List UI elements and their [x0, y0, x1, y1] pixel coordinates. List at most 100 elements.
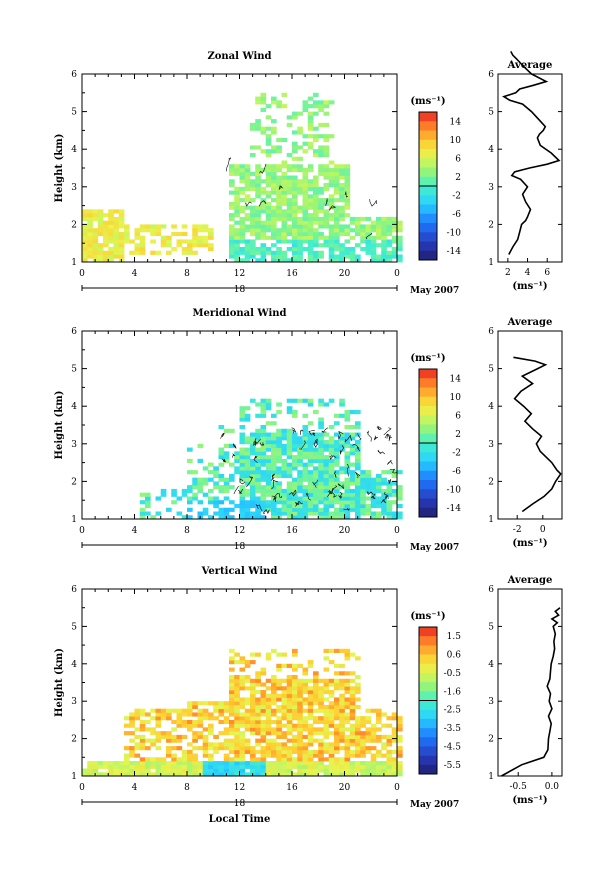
- heatmap-cell: [397, 772, 403, 777]
- heatmap-cell: [213, 466, 219, 471]
- heatmap-cell: [355, 746, 361, 751]
- heatmap-cell: [239, 675, 246, 680]
- heatmap-cell: [344, 742, 351, 747]
- heatmap-cell: [292, 675, 298, 680]
- heatmap-cell: [244, 488, 251, 494]
- heatmap-cell: [124, 772, 130, 777]
- heatmap-cell: [381, 734, 387, 739]
- heatmap-cell: [192, 231, 198, 237]
- heatmap-cell: [281, 473, 288, 479]
- heatmap-cell: [103, 254, 109, 259]
- heatmap-cell: [271, 675, 277, 680]
- heatmap-cell: [349, 693, 356, 698]
- heatmap-cell: [307, 764, 314, 769]
- heatmap-cell: [292, 141, 298, 146]
- heatmap-cell: [328, 436, 335, 441]
- heatmap-cell: [229, 742, 235, 747]
- heatmap-cell: [113, 224, 120, 229]
- heatmap-cell: [334, 413, 340, 418]
- heatmap-cell: [349, 671, 356, 676]
- heatmap-cell: [276, 704, 282, 710]
- heatmap-cell: [302, 413, 309, 418]
- heatmap-cell: [386, 515, 393, 520]
- heatmap-cell: [323, 500, 330, 505]
- heatmap-cell: [250, 708, 256, 713]
- heatmap-cell: [260, 428, 267, 433]
- heatmap-cell: [129, 239, 135, 244]
- heatmap-cell: [265, 708, 272, 713]
- heatmap-cell: [202, 224, 209, 229]
- heatmap-cell: [334, 186, 340, 191]
- heatmap-cell: [386, 250, 393, 255]
- heatmap-cell: [276, 409, 282, 415]
- heatmap-cell: [344, 168, 351, 173]
- heatmap-cell: [229, 712, 235, 717]
- heatmap-cell: [281, 447, 288, 452]
- heatmap-cell: [271, 224, 277, 229]
- heatmap-cell: [328, 398, 335, 403]
- heatmap-cell: [391, 224, 398, 229]
- heatmap-cell: [286, 503, 293, 509]
- heatmap-cell: [92, 764, 99, 769]
- heatmap-cell: [97, 764, 104, 769]
- heatmap-cell: [307, 492, 314, 497]
- heatmap-cell: [307, 115, 314, 120]
- heatmap-cell: [145, 496, 151, 501]
- heatmap-cell: [334, 742, 340, 747]
- y-axis-label: Height (km): [54, 134, 65, 203]
- heatmap-cell: [313, 455, 319, 460]
- heatmap-cell: [260, 723, 267, 728]
- heatmap-cell: [286, 761, 293, 766]
- heatmap-cell: [281, 194, 288, 199]
- heatmap-cell: [239, 198, 246, 203]
- heatmap-cell: [250, 246, 256, 252]
- heatmap-cell: [334, 455, 340, 460]
- heatmap-cell: [323, 149, 330, 154]
- heatmap-cell: [250, 477, 256, 482]
- heatmap-cell: [118, 254, 125, 259]
- heatmap-cell: [355, 224, 361, 229]
- heatmap-cell: [381, 764, 387, 769]
- heatmap-cell: [150, 764, 156, 769]
- heatmap-cell: [229, 224, 235, 229]
- heatmap-cell: [208, 500, 214, 505]
- heatmap-cell: [234, 772, 240, 777]
- heatmap-cell: [155, 761, 162, 766]
- heatmap-cell: [397, 224, 403, 229]
- heatmap-cell: [265, 738, 272, 743]
- heatmap-cell: [297, 250, 303, 255]
- heatmap-cell: [276, 753, 282, 758]
- heatmap-cell: [365, 746, 372, 751]
- heatmap-cell: [229, 228, 235, 233]
- heatmap-cell: [124, 746, 130, 751]
- heatmap-cell: [234, 198, 240, 203]
- heatmap-cell: [124, 731, 130, 736]
- heatmap-cell: [223, 477, 230, 482]
- heatmap-cell: [365, 738, 372, 743]
- heatmap-cell: [265, 228, 272, 233]
- heatmap-cell: [328, 194, 335, 199]
- heatmap-cell: [339, 671, 345, 676]
- heatmap-cell: [281, 239, 288, 244]
- heatmap-cell: [244, 675, 251, 680]
- heatmap-cell: [292, 716, 298, 721]
- heatmap-cell: [391, 235, 398, 240]
- heatmap-cell: [276, 488, 282, 494]
- heatmap-cell: [160, 224, 167, 229]
- heatmap-cell: [197, 701, 204, 706]
- heatmap-cell: [365, 507, 372, 512]
- heatmap-cell: [139, 246, 146, 252]
- heatmap-cell: [181, 712, 188, 717]
- heatmap-cell: [129, 716, 135, 721]
- colorbar-unit: (ms⁻¹): [410, 353, 445, 364]
- heatmap-cell: [129, 723, 135, 728]
- heatmap-cell: [155, 738, 162, 743]
- heatmap-cell: [328, 749, 335, 754]
- heatmap-cell: [391, 246, 398, 252]
- heatmap-cell: [376, 481, 382, 486]
- heatmap-cell: [313, 678, 319, 683]
- heatmap-cell: [171, 761, 177, 766]
- heatmap-cell: [139, 243, 146, 248]
- heatmap-cell: [271, 473, 277, 479]
- heatmap-cell: [187, 250, 193, 255]
